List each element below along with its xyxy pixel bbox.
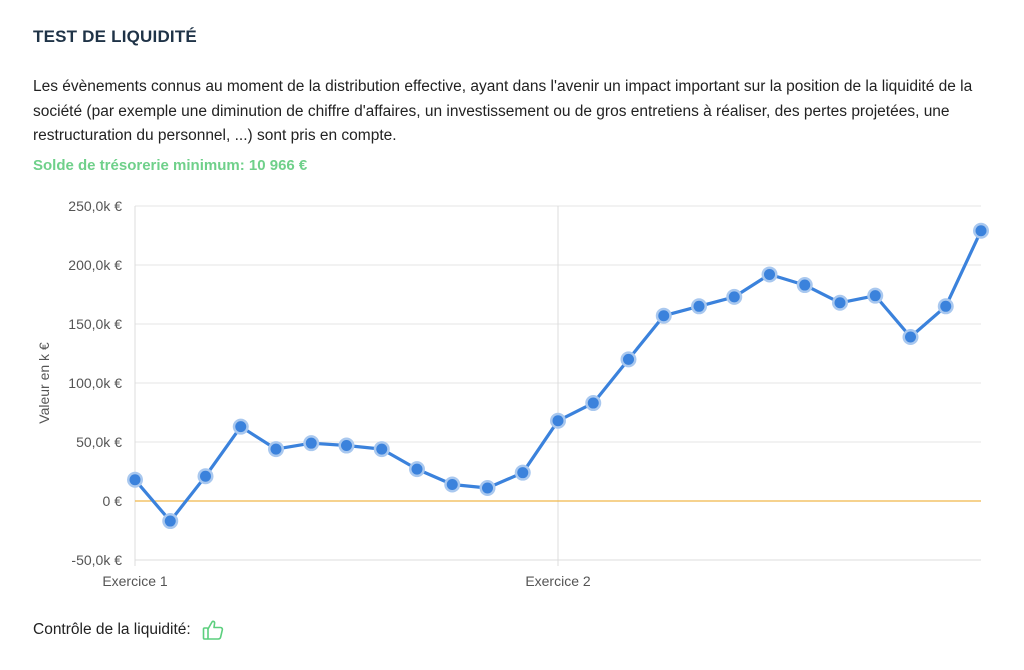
y-tick-label: 150,0k € bbox=[68, 316, 122, 332]
data-point-marker bbox=[975, 225, 987, 237]
data-point[interactable] bbox=[620, 351, 637, 368]
data-point[interactable] bbox=[937, 298, 954, 315]
x-tick-label: Exercice 2 bbox=[525, 573, 591, 589]
data-point[interactable] bbox=[444, 476, 461, 493]
data-point[interactable] bbox=[479, 480, 496, 497]
data-point-marker bbox=[482, 482, 493, 494]
data-point-marker bbox=[270, 443, 282, 455]
data-point-marker bbox=[517, 467, 529, 479]
data-point[interactable] bbox=[796, 277, 813, 294]
liquidity-chart: 250,0k € 200,0k € 150,0k € 100,0k € 50,0k € 0… bbox=[36, 198, 989, 589]
liquidity-control-label: Contrôle de la liquidité: bbox=[33, 621, 191, 638]
data-point[interactable] bbox=[902, 328, 919, 345]
data-point-marker bbox=[446, 478, 458, 490]
data-points bbox=[127, 222, 989, 530]
y-tick-label: 200,0k € bbox=[68, 257, 122, 273]
data-point[interactable] bbox=[197, 468, 214, 485]
data-point-marker bbox=[200, 470, 211, 482]
data-point[interactable] bbox=[867, 287, 884, 304]
data-point-marker bbox=[869, 290, 881, 302]
data-point[interactable] bbox=[655, 307, 672, 324]
data-point-marker bbox=[799, 279, 811, 291]
data-point[interactable] bbox=[550, 412, 566, 429]
description-text: Les évènements connus au moment de la di… bbox=[33, 78, 973, 144]
data-point-marker bbox=[587, 397, 599, 409]
data-point-marker bbox=[693, 300, 705, 312]
data-point[interactable] bbox=[232, 418, 249, 435]
data-point-marker bbox=[834, 297, 846, 309]
data-point-marker bbox=[728, 291, 740, 303]
data-point-marker bbox=[235, 421, 247, 433]
data-point-marker bbox=[341, 440, 352, 452]
data-point-marker bbox=[129, 474, 141, 486]
data-point-marker bbox=[164, 515, 176, 527]
data-point[interactable] bbox=[832, 294, 848, 311]
data-point[interactable] bbox=[761, 266, 778, 283]
data-point-marker bbox=[411, 463, 423, 475]
data-point-marker bbox=[658, 310, 670, 322]
data-point-marker bbox=[305, 437, 317, 449]
data-point-marker bbox=[552, 415, 564, 427]
data-point[interactable] bbox=[409, 461, 425, 478]
data-point[interactable] bbox=[726, 288, 743, 305]
data-point[interactable] bbox=[162, 513, 179, 530]
data-point[interactable] bbox=[303, 435, 320, 452]
data-point[interactable] bbox=[585, 395, 602, 412]
y-tick-label: 50,0k € bbox=[76, 434, 122, 450]
y-tick-label: -50,0k € bbox=[71, 552, 122, 568]
data-point[interactable] bbox=[373, 441, 390, 458]
data-point[interactable] bbox=[973, 222, 989, 239]
data-point[interactable] bbox=[127, 471, 143, 488]
page-title: TEST DE LIQUIDITÉ bbox=[33, 27, 197, 46]
min-balance-label: Solde de trésorerie minimum: 10 966 € bbox=[33, 157, 308, 174]
axes: 250,0k € 200,0k € 150,0k € 100,0k € 50,0k € 0… bbox=[68, 198, 981, 589]
y-axis-label: Valeur en k € bbox=[36, 342, 52, 424]
data-point[interactable] bbox=[268, 441, 284, 458]
y-tick-label: 0 € bbox=[103, 493, 123, 509]
y-tick-label: 250,0k € bbox=[68, 198, 122, 214]
data-point-marker bbox=[905, 331, 916, 343]
x-tick-label: Exercice 1 bbox=[102, 573, 168, 589]
data-point-marker bbox=[764, 268, 775, 280]
data-point-marker bbox=[623, 353, 634, 365]
data-point[interactable] bbox=[514, 464, 531, 481]
grid-lines bbox=[134, 205, 981, 566]
data-point[interactable] bbox=[691, 298, 707, 315]
liquidity-control: Contrôle de la liquidité: bbox=[33, 618, 225, 642]
y-tick-label: 100,0k € bbox=[68, 375, 122, 391]
data-point-marker bbox=[940, 300, 952, 312]
data-point[interactable] bbox=[338, 437, 355, 454]
data-point-marker bbox=[376, 443, 388, 455]
thumbs-up-icon bbox=[201, 618, 225, 642]
